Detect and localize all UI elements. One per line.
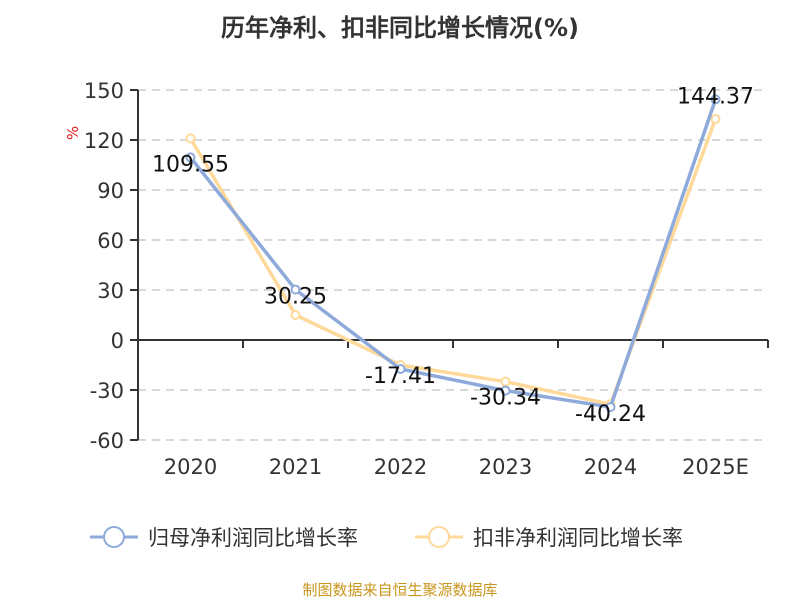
data-point (710, 94, 721, 105)
y-tick-label: 90 (97, 179, 124, 203)
y-tick-label: -30 (90, 379, 124, 403)
legend-marker (103, 526, 125, 548)
data-point (605, 402, 616, 413)
legend-label: 归母净利润同比增长率 (148, 526, 358, 550)
data-label: 144.37 (677, 84, 754, 109)
data-label: -17.41 (365, 364, 436, 389)
series-line (188, 118, 718, 407)
data-point (290, 284, 301, 295)
data-label: 30.25 (264, 285, 327, 310)
data-point (710, 114, 721, 124)
legend-label: 扣非净利润同比增长率 (473, 526, 683, 550)
y-tick-label: 30 (97, 279, 124, 303)
x-tick-label: 2024 (584, 455, 637, 479)
y-axis-label: % (64, 126, 82, 140)
data-point (500, 376, 511, 387)
data-label: -30.34 (470, 386, 541, 411)
legend-marker (428, 526, 450, 548)
data-point (500, 385, 511, 396)
x-tick-label: 2025E (682, 455, 749, 479)
y-tick-label: 150 (84, 79, 124, 103)
data-point (185, 133, 196, 144)
data-label: -40.24 (575, 402, 646, 427)
data-point (185, 152, 196, 163)
source-note: 制图数据来自恒生聚源数据库 (302, 581, 498, 599)
data-point (290, 310, 301, 320)
x-tick-label: 2021 (269, 455, 322, 479)
y-tick-label: 60 (97, 229, 124, 253)
y-tick-label: 0 (111, 329, 124, 353)
series-line (189, 98, 718, 410)
chart-title: 历年净利、扣非同比增长情况(%) (221, 14, 579, 42)
data-point (395, 364, 406, 375)
y-tick-label: 120 (84, 129, 124, 153)
x-tick-label: 2023 (479, 455, 532, 479)
x-tick-label: 2020 (164, 455, 217, 479)
y-tick-label: -60 (90, 429, 124, 453)
data-label: 109.55 (152, 152, 229, 177)
x-tick-label: 2022 (374, 455, 427, 479)
